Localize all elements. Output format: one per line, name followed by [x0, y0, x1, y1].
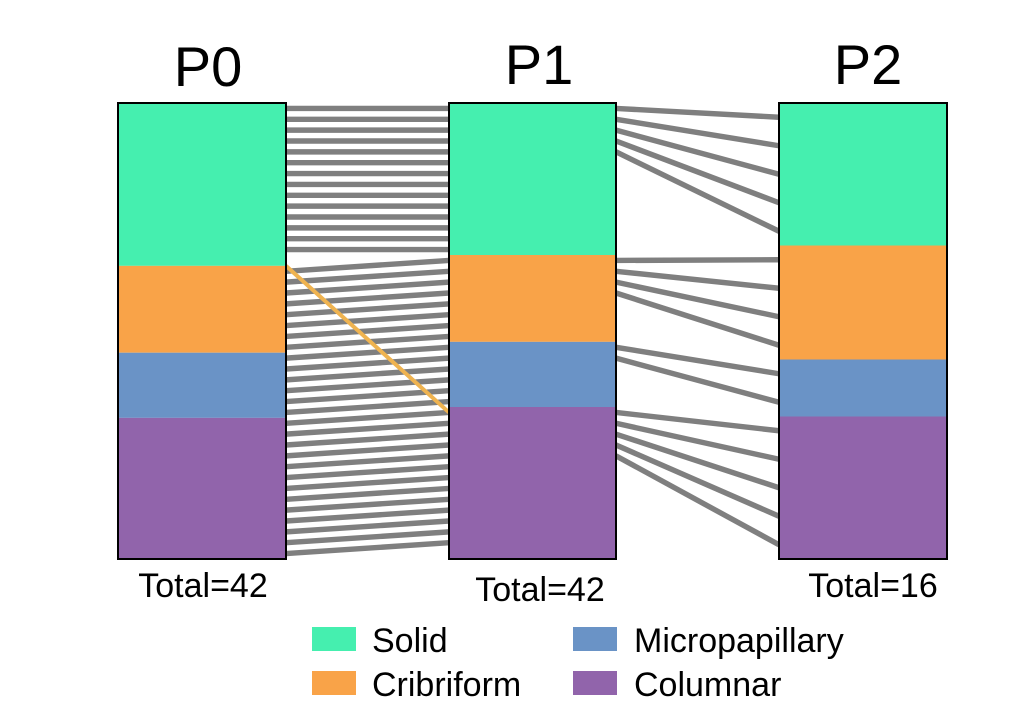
links-layer: [284, 105, 781, 557]
legend-swatch-micropapillary: [573, 627, 617, 651]
link-p0-p1-columnar-1: [285, 409, 450, 426]
link-p0-p1-cribriform-6: [285, 312, 450, 329]
link-p1-p2-columnar-4: [614, 442, 781, 519]
link-p0-p1-cribriform-7: [285, 322, 450, 340]
link-highlight-solid-to-columnar: [284, 264, 451, 414]
link-p1-p2-cribriform-3: [615, 279, 780, 320]
link-p0-p1-cribriform-5: [285, 301, 450, 318]
link-p1-p2-solid-1: [615, 105, 780, 120]
bar-segment-p0-solid: [118, 103, 286, 266]
link-p0-p1-columnar-5: [285, 453, 450, 470]
link-p0-p1-columnar-6: [285, 464, 450, 481]
link-p0-p1-columnar-10: [285, 507, 450, 524]
bar-segment-p0-columnar: [118, 417, 286, 559]
link-p0-p1-columnar-7: [285, 474, 450, 492]
link-p0-p1-micropapillary-2: [285, 355, 450, 372]
link-p1-p2-columnar-1: [615, 409, 780, 434]
bar-segment-p2-micropapillary: [779, 359, 947, 417]
link-p1-p2-columnar-5: [614, 453, 781, 548]
bar-segment-p1-solid: [449, 103, 616, 255]
link-p0-p1-micropapillary-4: [285, 377, 450, 394]
link-p0-p1-columnar-8: [285, 485, 450, 502]
link-p1-p2-columnar-2: [615, 420, 780, 462]
legend-label-columnar: Columnar: [634, 666, 781, 704]
bar-segment-p2-cribriform: [779, 245, 947, 360]
column-title-p0: P0: [174, 35, 243, 98]
link-p1-p2-solid-2: [615, 116, 780, 149]
bar-segment-p2-solid: [779, 103, 947, 246]
link-p0-p1-cribriform-4: [285, 290, 450, 307]
legend: Solid Micropapillary Cribriform Columnar: [312, 622, 844, 704]
legend-label-solid: Solid: [372, 622, 448, 660]
bar-segment-p1-micropapillary: [449, 341, 616, 407]
bar-segment-p0-cribriform: [118, 265, 286, 353]
bar-segment-p0-micropapillary: [118, 352, 286, 418]
column-total-p1: Total=42: [475, 571, 605, 609]
bar-segment-p2-columnar: [779, 416, 947, 559]
legend-swatch-cribriform: [312, 671, 356, 695]
link-p0-p1-columnar-12: [285, 529, 450, 546]
link-p1-p2-micropapillary-2: [615, 355, 780, 405]
link-p0-p1-cribriform-8: [285, 333, 450, 350]
link-p1-p2-columnar-3: [615, 431, 780, 491]
bars-layer: [117, 102, 948, 560]
link-p0-p1-columnar-4: [285, 442, 450, 459]
legend-label-micropapillary: Micropapillary: [634, 622, 844, 660]
legend-label-cribriform: Cribriform: [372, 666, 521, 704]
link-p0-p1-columnar-11: [285, 518, 450, 535]
link-p1-p2-cribriform-1: [615, 257, 780, 264]
bar-outline-p2: [778, 102, 948, 560]
link-p0-p1-columnar-3: [285, 431, 450, 448]
link-p1-p2-cribriform-4: [615, 290, 780, 348]
link-p1-p2-solid-4: [615, 138, 780, 206]
link-p0-p1-micropapillary-5: [285, 388, 450, 405]
bar-outline-p1: [448, 102, 617, 560]
link-p1-p2-micropapillary-1: [615, 344, 780, 377]
link-p0-p1-micropapillary-3: [285, 366, 450, 383]
legend-swatch-solid: [312, 627, 356, 651]
link-p0-p1-columnar-13: [285, 540, 450, 557]
column-title-p2: P2: [834, 33, 903, 96]
legend-swatch-columnar: [573, 671, 617, 695]
link-p1-p2-solid-5: [614, 149, 781, 234]
column-title-p1: P1: [505, 33, 574, 96]
column-total-p0: Total=42: [138, 567, 268, 605]
link-p0-p1-micropapillary-6: [285, 398, 450, 416]
link-p1-p2-cribriform-2: [615, 268, 780, 291]
bar-outline-p0: [117, 102, 287, 560]
link-p0-p1-columnar-9: [285, 496, 450, 513]
bar-segment-p1-columnar: [449, 407, 616, 559]
bar-segment-p1-cribriform: [449, 255, 616, 342]
link-p0-p1-columnar-2: [285, 420, 450, 437]
link-p0-p1-cribriform-2: [285, 268, 450, 285]
column-total-p2: Total=16: [808, 567, 938, 605]
link-p1-p2-solid-3: [615, 127, 780, 177]
link-p0-p1-micropapillary-1: [285, 344, 450, 361]
link-p0-p1-cribriform-1: [285, 257, 450, 274]
